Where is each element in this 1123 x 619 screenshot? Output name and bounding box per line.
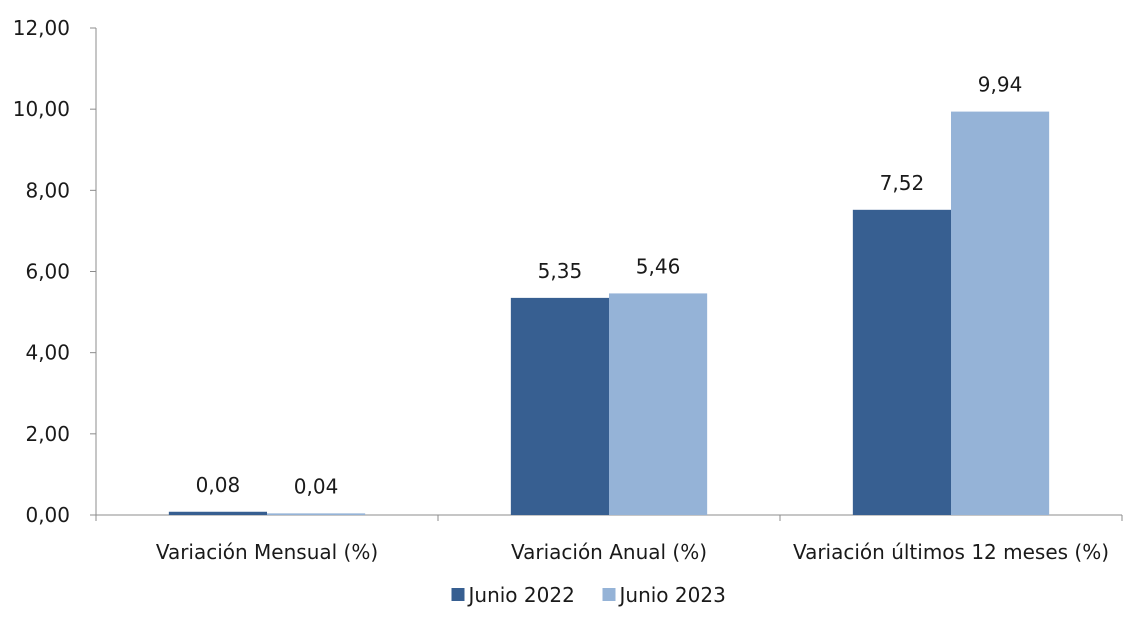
data-labels: 0,08 0,04 5,35 5,46 7,52 9,94	[196, 73, 1023, 499]
x-tick-label: Variación Mensual (%)	[156, 540, 378, 564]
data-label: 9,94	[978, 73, 1023, 97]
x-tick-label: Variación últimos 12 meses (%)	[793, 540, 1109, 564]
y-tick-label: 10,00	[13, 97, 70, 121]
bar	[609, 293, 708, 515]
bar	[168, 511, 267, 515]
legend: Junio 2022 Junio 2023	[451, 583, 726, 607]
y-tick-label: 0,00	[25, 503, 70, 527]
bar	[267, 513, 366, 515]
x-tick-label: Variación Anual (%)	[511, 540, 707, 564]
legend-swatch	[602, 588, 616, 601]
data-label: 5,35	[538, 259, 583, 283]
legend-label: Junio 2022	[467, 583, 575, 607]
data-label: 0,04	[294, 474, 339, 498]
axes: 0,00 2,00 4,00 6,00 8,00 10,00 12,00 Variación …	[13, 16, 1123, 564]
bar	[510, 297, 609, 515]
bars	[168, 111, 1050, 515]
data-label: 0,08	[196, 473, 241, 497]
bar	[951, 111, 1050, 515]
y-tick-label: 8,00	[25, 178, 70, 202]
legend-swatch	[451, 588, 465, 601]
y-tick-label: 6,00	[25, 260, 70, 284]
data-label: 5,46	[636, 254, 681, 278]
data-label: 7,52	[880, 171, 925, 195]
y-tick-label: 12,00	[13, 16, 70, 40]
y-tick-label: 2,00	[25, 422, 70, 446]
legend-label: Junio 2023	[618, 583, 726, 607]
bar	[852, 209, 951, 515]
y-tick-label: 4,00	[25, 341, 70, 365]
